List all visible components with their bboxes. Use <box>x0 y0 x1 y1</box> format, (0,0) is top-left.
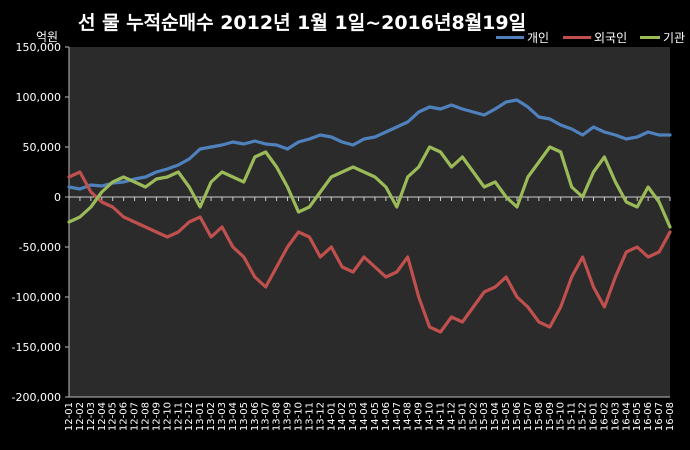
x-tick-label: 14-05 <box>370 402 381 431</box>
x-tick-label: 16-05 <box>632 402 643 431</box>
legend-swatch-individual <box>496 36 524 39</box>
x-tick-label: 13-02 <box>206 402 217 431</box>
x-tick-label: 12-01 <box>64 402 75 431</box>
x-tick-label: 15-11 <box>567 402 578 431</box>
legend-label-institution: 기관 <box>663 31 686 45</box>
x-tick-label: 16-08 <box>665 402 676 431</box>
y-tick-label: -100,000 <box>12 291 61 304</box>
x-tick-label: 14-12 <box>446 402 457 431</box>
x-tick-label: 12-07 <box>130 402 141 431</box>
x-tick-label: 15-05 <box>501 402 512 431</box>
x-tick-label: 12-09 <box>151 402 162 431</box>
x-tick-label: 13-06 <box>250 402 261 431</box>
x-tick-label: 13-12 <box>315 402 326 431</box>
x-tick-label: 16-02 <box>599 402 610 431</box>
legend-swatch-institution <box>640 36 660 39</box>
y-tick-label: 0 <box>54 191 61 204</box>
series-line-2 <box>67 170 672 334</box>
legend-item-foreign: 외국인 <box>563 29 627 46</box>
y-tick-label: -200,000 <box>12 391 61 404</box>
x-tick-label: 16-03 <box>610 402 621 431</box>
x-tick-label: 15-07 <box>523 402 534 431</box>
x-tick-label: 15-03 <box>479 402 490 431</box>
y-tick-label: 100,000 <box>16 91 62 104</box>
x-tick-label: 12-03 <box>86 402 97 431</box>
x-tick-label: 15-10 <box>556 402 567 431</box>
y-tick-label: 150,000 <box>16 41 62 54</box>
legend-label-individual: 개인 <box>527 31 550 45</box>
x-tick-label: 16-06 <box>643 402 654 431</box>
x-tick-label: 16-07 <box>654 402 665 431</box>
x-tick-label: 15-09 <box>545 402 556 431</box>
chart-title: 선 물 누적순매수 2012년 1월 1일~2016년8월19일 <box>78 12 527 34</box>
y-tick-label: 50,000 <box>23 141 62 154</box>
x-tick-label: 16-01 <box>589 402 600 431</box>
x-tick-label: 15-06 <box>512 402 523 431</box>
x-tick-label: 13-08 <box>272 402 283 431</box>
series-line-3 <box>67 145 672 229</box>
x-tick-label: 12-12 <box>184 402 195 431</box>
x-tick-label: 13-01 <box>195 402 206 431</box>
plot-area <box>69 47 670 397</box>
x-tick-label: 14-11 <box>436 402 447 431</box>
legend-label-foreign: 외국인 <box>594 31 628 45</box>
y-tick-label: -50,000 <box>19 241 61 254</box>
x-tick-label: 14-06 <box>381 402 392 431</box>
x-tick-label: 12-04 <box>97 402 108 431</box>
y-tick-label: -150,000 <box>12 341 61 354</box>
x-tick-label: 15-02 <box>468 402 479 431</box>
x-tick-label: 14-07 <box>392 402 403 431</box>
x-tick-label: 13-03 <box>217 402 228 431</box>
legend-swatch-foreign <box>563 36 591 39</box>
x-tick-label: 14-01 <box>326 402 337 431</box>
x-tick-label: 13-04 <box>228 402 239 431</box>
x-tick-label: 15-12 <box>578 402 589 431</box>
x-tick-label: 14-08 <box>403 402 414 431</box>
x-tick-label: 12-10 <box>162 402 173 431</box>
x-tick-label: 15-01 <box>457 402 468 431</box>
legend-item-individual: 개인 <box>496 29 549 46</box>
y-axis-unit-label: 억원 <box>36 30 59 44</box>
legend-item-institution: 기관 <box>640 29 685 46</box>
x-tick-label: 14-10 <box>425 402 436 431</box>
x-tick-label: 13-10 <box>293 402 304 431</box>
x-tick-label: 12-11 <box>173 402 184 431</box>
x-tick-label: 15-04 <box>490 402 501 431</box>
x-tick-label: 14-09 <box>414 402 425 431</box>
x-tick-label: 13-11 <box>304 402 315 431</box>
x-tick-label: 13-05 <box>239 402 250 431</box>
x-tick-label: 13-09 <box>283 402 294 431</box>
x-tick-label: 14-04 <box>359 402 370 431</box>
x-tick-label: 14-03 <box>348 402 359 431</box>
x-tick-label: 16-04 <box>621 402 632 431</box>
x-tick-label: 12-05 <box>108 402 119 431</box>
x-tick-label: 14-02 <box>337 402 348 431</box>
series-line-1 <box>67 98 672 191</box>
x-tick-label: 12-08 <box>140 402 151 431</box>
x-tick-label: 15-08 <box>534 402 545 431</box>
x-tick-label: 12-02 <box>75 402 86 431</box>
x-tick-label: 13-07 <box>261 402 272 431</box>
x-tick-label: 12-06 <box>119 402 130 431</box>
